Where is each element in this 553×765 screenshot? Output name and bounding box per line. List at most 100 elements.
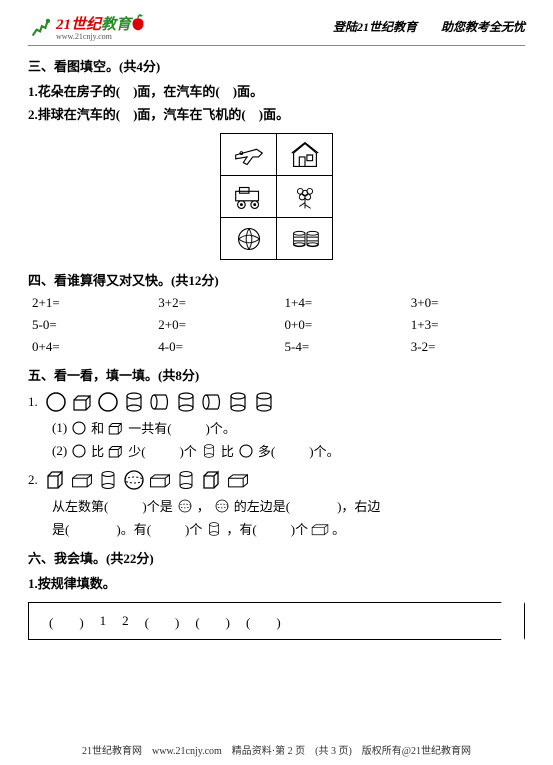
section-6-title: 六、我会填。(共22分)	[28, 548, 525, 567]
section-4-title: 四、看谁算得又对又快。(共12分)	[28, 270, 525, 289]
label: 比	[91, 441, 104, 460]
calc-item: 1+4=	[285, 295, 399, 311]
label: )个。	[309, 441, 339, 460]
cylinder-lying-icon	[200, 390, 224, 414]
cylinder-lying-icon	[148, 390, 172, 414]
label: 少(	[128, 441, 145, 460]
cylinder-icon	[226, 390, 250, 414]
label: )个是	[142, 496, 172, 515]
label: (2)	[52, 443, 67, 459]
cell-ball	[221, 218, 277, 260]
cuboid-small-icon	[70, 390, 94, 414]
label: )个	[185, 519, 202, 538]
cylinder-icon	[199, 442, 219, 460]
sphere-icon	[175, 497, 195, 515]
runner-icon	[28, 14, 54, 40]
q5-1-line2: (2) 比 少( )个 比 多( )个。	[28, 441, 525, 460]
label: ，	[197, 496, 210, 515]
cylinder-icon	[174, 468, 198, 492]
cuboid-icon	[106, 419, 126, 437]
q5-2-shapes: 2.	[28, 468, 525, 492]
circle-icon	[69, 442, 89, 460]
strip-cell: 2	[122, 613, 129, 629]
q5-1-num: 1.	[28, 394, 38, 410]
strip-cell: 1	[100, 613, 107, 629]
cylinder-icon	[122, 390, 146, 414]
cell-drums	[277, 218, 333, 260]
cell-car	[221, 176, 277, 218]
apple-icon	[127, 11, 149, 33]
cuboid-flat-icon	[310, 520, 330, 538]
cell-flower	[277, 176, 333, 218]
cuboid-flat-icon	[226, 468, 250, 492]
logo-text: 21世纪教育	[56, 13, 131, 34]
q5-2-line1: 从左数第( )个是 ， 的左边是( )，右边	[28, 496, 525, 515]
logo-red: 21世纪	[56, 17, 101, 33]
calc-item: 2+0=	[158, 317, 272, 333]
calc-item: 0+0=	[285, 317, 399, 333]
label: 是(	[52, 519, 69, 538]
cell-house	[277, 134, 333, 176]
calc-item: 3-2=	[411, 339, 525, 355]
label: 一共有(	[128, 418, 171, 437]
cylinder-icon	[252, 390, 276, 414]
label: ，有(	[226, 519, 256, 538]
q5: 1. (1) 和 一共有( )个。 (2) 比 少( )个 比 多( )个。	[28, 390, 525, 538]
page-footer: 21世纪教育网 www.21cnjy.com 精品资料·第 2 页 (共 3 页…	[0, 742, 553, 757]
q5-2-line2: 是( )。有( )个 ，有( )个 。	[28, 519, 525, 538]
label: 从左数第(	[52, 496, 108, 515]
calc-item: 5-4=	[285, 339, 399, 355]
flower-icon	[286, 181, 324, 213]
volleyball-icon	[230, 223, 268, 255]
q5-1-line1: (1) 和 一共有( )个。	[28, 418, 525, 437]
strip-cell: ( )	[195, 612, 230, 631]
s6-sub: 1.按规律填数。	[28, 573, 525, 592]
strip-cell: ( )	[49, 612, 84, 631]
label: 的左边是(	[234, 496, 290, 515]
cylinder-icon	[204, 520, 224, 538]
label: )个	[180, 441, 197, 460]
calc-item: 3+2=	[158, 295, 272, 311]
label: )，右边	[337, 496, 380, 515]
circle-icon	[44, 390, 68, 414]
label: )。有(	[116, 519, 151, 538]
cube-icon	[44, 468, 68, 492]
number-strip: ( ) 1 2 ( ) ( ) ( )	[28, 602, 525, 640]
cuboid-flat-icon	[70, 468, 94, 492]
sphere-icon	[212, 497, 232, 515]
label: (1)	[52, 420, 67, 436]
circle-icon	[236, 442, 256, 460]
label: 和	[91, 418, 104, 437]
picture-table	[220, 133, 333, 260]
label: 比	[221, 441, 234, 460]
label: )个。	[206, 418, 236, 437]
cylinder-icon	[174, 390, 198, 414]
strip-cell: ( )	[145, 612, 180, 631]
logo: 21世纪教育 www.21cnjy.com	[28, 13, 149, 41]
drum-icon	[286, 223, 324, 255]
cuboid-icon	[106, 442, 126, 460]
calc-grid: 2+1= 3+2= 1+4= 3+0= 5-0= 2+0= 0+0= 1+3= …	[32, 295, 525, 355]
s3-q1: 1.花朵在房子的( )面，在汽车的( )面。	[28, 81, 525, 100]
car-icon	[230, 181, 268, 213]
cuboid-flat-icon	[148, 468, 172, 492]
q5-2-num: 2.	[28, 472, 38, 488]
s3-q2: 2.排球在汽车的( )面，汽车在飞机的( )面。	[28, 104, 525, 123]
page-header: 21世纪教育 www.21cnjy.com 登陆21世纪教育 助您教考全无忧	[28, 8, 525, 46]
calc-item: 2+1=	[32, 295, 146, 311]
cube-icon	[200, 468, 224, 492]
cylinder-icon	[96, 468, 120, 492]
calc-item: 3+0=	[411, 295, 525, 311]
section-3-title: 三、看图填空。(共4分)	[28, 56, 525, 75]
plane-icon	[230, 139, 268, 171]
q5-1-shapes: 1.	[28, 390, 525, 414]
strip-cell: ( )	[246, 612, 281, 631]
circle-icon	[96, 390, 120, 414]
section-5-title: 五、看一看，填一填。(共8分)	[28, 365, 525, 384]
label: )个	[291, 519, 308, 538]
cell-plane	[221, 134, 277, 176]
calc-item: 1+3=	[411, 317, 525, 333]
header-slogan: 登陆21世纪教育 助您教考全无忧	[333, 18, 525, 35]
house-icon	[286, 139, 324, 171]
circle-icon	[69, 419, 89, 437]
